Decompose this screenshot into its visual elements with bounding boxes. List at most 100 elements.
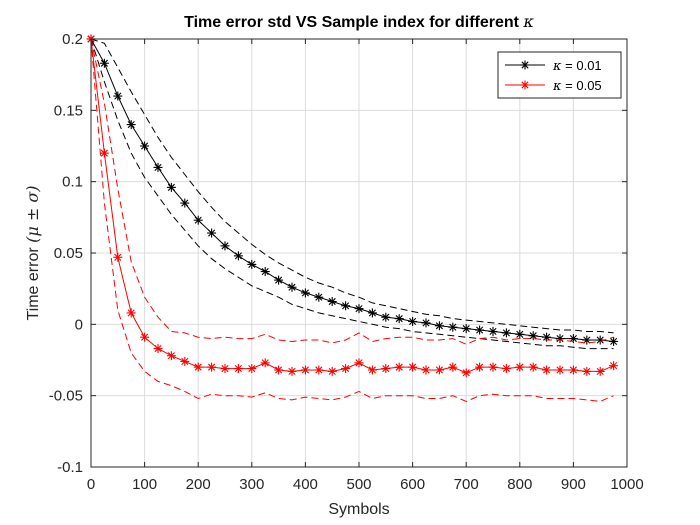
data-point-marker (515, 329, 525, 339)
data-point-marker (367, 308, 377, 318)
data-point-marker (515, 362, 525, 372)
series-layer (86, 34, 619, 402)
data-point-marker (314, 292, 324, 302)
data-point-marker (113, 252, 123, 262)
data-point-marker (287, 366, 297, 376)
data-point-marker (408, 362, 418, 372)
data-point-marker (582, 366, 592, 376)
data-point-marker (475, 325, 485, 335)
lower-bound-line (90, 38, 614, 402)
data-point-marker (475, 362, 485, 372)
chart-title: Time error std VS Sample index for diffe… (184, 12, 534, 31)
legend-label: κ = 0.05 (552, 78, 602, 94)
data-point-marker (220, 364, 230, 374)
series-2 (86, 34, 619, 402)
data-point-marker (126, 120, 136, 130)
data-point-marker (99, 148, 109, 158)
data-point-marker (166, 182, 176, 192)
mean-line (90, 38, 614, 374)
data-point-marker (461, 324, 471, 334)
legend-item-1: κ = 0.01 (505, 58, 602, 74)
data-point-marker (434, 365, 444, 375)
x-tick-label: 900 (561, 476, 586, 493)
data-point-marker (140, 141, 150, 151)
x-tick-label: 300 (239, 476, 264, 493)
x-tick-label: 100 (132, 476, 157, 493)
data-point-marker (394, 362, 404, 372)
axis-ticks: 0 100 200 300 400 500 600 700 800 900 1000 -0.1 -0.0… (49, 31, 644, 493)
series-1 (86, 34, 619, 350)
data-point-marker (180, 356, 190, 366)
data-point-marker (260, 358, 270, 368)
y-tick-label: 0.2 (62, 31, 83, 48)
data-point-marker (501, 328, 511, 338)
y-tick-label: 0.15 (54, 102, 83, 119)
data-point-marker (314, 365, 324, 375)
data-point-marker (166, 351, 176, 361)
data-point-marker (555, 365, 565, 375)
legend-item-2: κ = 0.05 (505, 78, 602, 94)
legend-label: κ = 0.01 (552, 58, 602, 74)
y-tick-label: -0.1 (57, 459, 83, 476)
data-point-marker (193, 215, 203, 225)
data-point-marker (247, 259, 257, 269)
x-tick-label: 400 (293, 476, 318, 493)
data-point-marker (394, 314, 404, 324)
data-point-marker (367, 365, 377, 375)
data-point-marker (434, 321, 444, 331)
data-point-marker (408, 316, 418, 326)
data-point-marker (528, 331, 538, 341)
data-point-marker (501, 364, 511, 374)
data-point-marker (327, 297, 337, 307)
legend-box (497, 51, 622, 99)
data-point-marker (381, 312, 391, 322)
data-point-marker (153, 162, 163, 172)
data-point-marker (354, 304, 364, 314)
data-point-marker (99, 58, 109, 68)
x-tick-label: 700 (454, 476, 479, 493)
x-axis-label: Symbols (328, 501, 389, 518)
data-point-marker (287, 282, 297, 292)
data-point-marker (126, 308, 136, 318)
y-tick-label: 0.05 (54, 245, 83, 262)
x-tick-label: 800 (507, 476, 532, 493)
data-point-marker (568, 365, 578, 375)
y-tick-label: 0.1 (62, 174, 83, 191)
data-point-marker (609, 361, 619, 371)
data-point-marker (542, 365, 552, 375)
data-point-marker (341, 301, 351, 311)
y-tick-label: 0 (75, 316, 83, 333)
data-point-marker (488, 326, 498, 336)
x-tick-label: 500 (346, 476, 371, 493)
data-point-marker (140, 332, 150, 342)
data-point-marker (327, 366, 337, 376)
data-point-marker (520, 80, 530, 90)
data-point-marker (207, 228, 217, 238)
data-point-marker (274, 275, 284, 285)
data-point-marker (520, 60, 530, 70)
data-point-marker (609, 336, 619, 346)
data-point-marker (381, 364, 391, 374)
mean-line (90, 38, 614, 342)
data-point-marker (220, 241, 230, 251)
data-point-marker (341, 364, 351, 374)
data-point-marker (153, 344, 163, 354)
data-point-marker (448, 322, 458, 332)
x-tick-label: 1000 (610, 476, 643, 493)
data-point-marker (113, 91, 123, 101)
data-point-marker (461, 368, 471, 378)
data-point-marker (300, 365, 310, 375)
lower-bound-line (90, 38, 614, 350)
upper-bound-line (90, 38, 614, 345)
legend: κ = 0.01 κ = 0.05 (497, 51, 622, 99)
data-point-marker (528, 362, 538, 372)
data-point-marker (180, 198, 190, 208)
data-point-marker (595, 366, 605, 376)
data-point-marker (555, 334, 565, 344)
y-axis-label: Time error (μ ± σ) (23, 185, 42, 320)
data-point-marker (260, 267, 270, 277)
data-point-marker (207, 362, 217, 372)
data-point-marker (233, 364, 243, 374)
data-point-marker (488, 362, 498, 372)
